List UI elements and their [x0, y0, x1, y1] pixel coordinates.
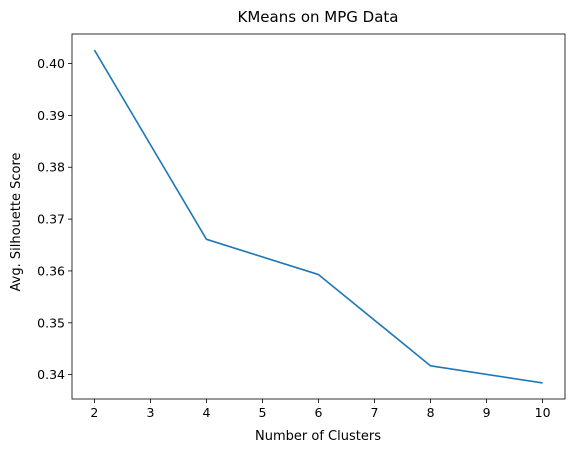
x-tick-label: 2	[90, 405, 98, 420]
axes-frame	[71, 33, 566, 400]
x-tick-label: 10	[535, 405, 551, 420]
x-axis-ticks: 2 3 4 5 6 7 8 9 10	[90, 399, 551, 420]
x-tick-label: 3	[146, 405, 154, 420]
chart-title: KMeans on MPG Data	[238, 8, 399, 26]
x-tick-label: 7	[371, 405, 379, 420]
y-tick-label: 0.36	[37, 263, 65, 278]
y-axis-label: Avg. Silhouette Score	[9, 153, 24, 292]
x-tick-label: 5	[259, 405, 267, 420]
x-tick-label: 6	[315, 405, 323, 420]
x-tick-label: 9	[483, 405, 491, 420]
x-tick-label: 8	[427, 405, 435, 420]
y-tick-label: 0.37	[37, 212, 65, 227]
y-axis-ticks: 0.34 0.35 0.36 0.37 0.38 0.39 0.40	[37, 56, 72, 382]
x-tick-label: 4	[202, 405, 210, 420]
y-tick-label: 0.40	[37, 56, 65, 71]
x-axis-label: Number of Clusters	[255, 429, 381, 444]
y-tick-label: 0.34	[37, 367, 65, 382]
y-tick-label: 0.35	[37, 315, 65, 330]
y-tick-label: 0.39	[37, 108, 65, 123]
series-line	[93, 49, 543, 384]
y-tick-label: 0.38	[37, 160, 65, 175]
